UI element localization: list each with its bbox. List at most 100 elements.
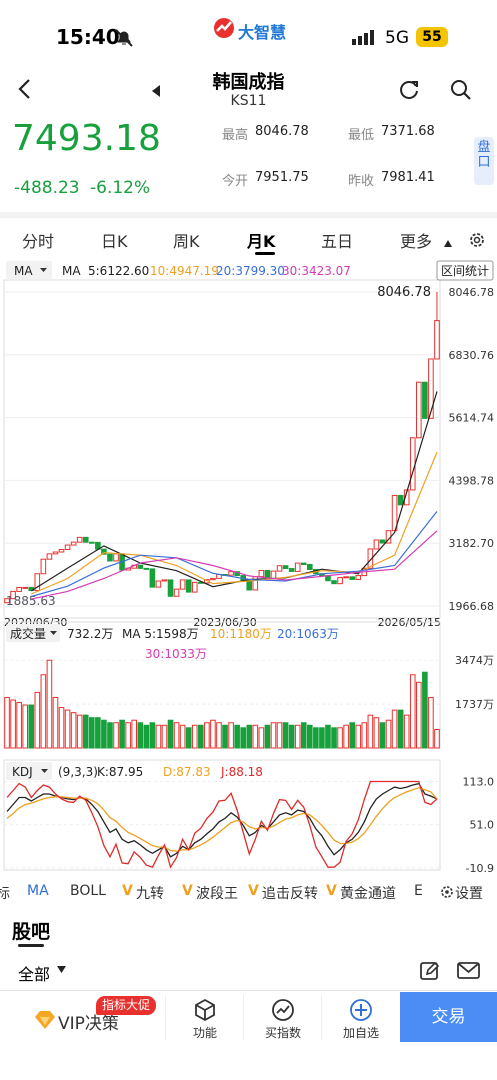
indicator-tab[interactable]: 九转 xyxy=(136,886,164,902)
kline-charts: 1966.68 3182.70 4398.78 5614.74 6830.76 8046.… xyxy=(3,260,495,875)
ma-line xyxy=(31,511,438,598)
function-button[interactable]: 功能 xyxy=(192,1026,217,1040)
candle-body xyxy=(46,553,53,560)
candle-body xyxy=(64,544,71,550)
volume-bar xyxy=(397,709,404,749)
candle-body xyxy=(143,567,150,570)
forum-filter[interactable]: 全部 xyxy=(18,965,51,984)
add-watch-button[interactable]: 加自选 xyxy=(342,1026,379,1040)
volume-bar xyxy=(222,724,228,749)
candle-body xyxy=(40,558,47,575)
divider xyxy=(0,212,497,218)
indicator-tab[interactable]: MA xyxy=(27,883,49,899)
volume-bar xyxy=(331,727,337,749)
candle-body xyxy=(161,579,168,582)
legend-entry: 10:1180万 xyxy=(210,627,272,641)
volume-bar xyxy=(307,724,313,749)
volume-bar xyxy=(28,704,35,749)
volume-bar xyxy=(240,727,246,749)
volume-bar xyxy=(89,717,95,749)
candle-body xyxy=(409,437,416,491)
volume-bar xyxy=(131,719,137,749)
last-price: 7493.18 xyxy=(12,118,161,159)
separator xyxy=(321,995,322,1040)
trade-button[interactable]: 交易 xyxy=(400,992,497,1042)
candle-body xyxy=(276,565,283,572)
indicator-tab[interactable]: E xyxy=(414,883,423,899)
vip-button[interactable]: VIP决策 xyxy=(58,1014,119,1034)
volume-bar xyxy=(319,727,325,749)
volume-bar xyxy=(76,714,83,749)
legend-title: 成交量 xyxy=(10,626,46,641)
message-button[interactable] xyxy=(457,962,481,980)
range-stats-button[interactable] xyxy=(436,260,494,281)
kdj-line xyxy=(6,780,438,869)
stock-name: 韩国成指 xyxy=(212,72,285,93)
price-change-pct: -6.12% xyxy=(90,178,151,198)
back-button[interactable] xyxy=(16,78,34,100)
kdj-line xyxy=(6,782,438,858)
filter-arrow xyxy=(57,966,66,973)
volume-bar xyxy=(185,727,192,749)
indicator-tab[interactable]: 设置 xyxy=(455,886,483,902)
candle-body xyxy=(307,564,313,570)
period-tabs: 分时 日K 周K 月K 五日 更多 xyxy=(0,226,497,255)
candle-body xyxy=(246,579,253,591)
candle-body xyxy=(52,551,59,555)
volume-bar xyxy=(125,722,131,749)
period-tab[interactable]: 日K xyxy=(101,232,128,251)
battery: 55 xyxy=(416,27,448,47)
volume-bar xyxy=(119,719,125,749)
indicator-badge: V xyxy=(122,883,133,899)
y-tick-label: 5614.74 xyxy=(449,412,495,425)
volume-bar xyxy=(258,727,265,749)
buy-index-button[interactable]: 买指数 xyxy=(264,1026,301,1040)
volume-bar xyxy=(64,709,71,749)
post-button[interactable] xyxy=(419,960,441,982)
period-tab[interactable]: 五日 xyxy=(321,232,354,251)
stat-value: 7951.75 xyxy=(255,170,309,185)
volume-bar xyxy=(204,722,210,749)
app-logo: 大智慧 xyxy=(238,23,287,42)
candle-body xyxy=(258,569,265,578)
candle-body xyxy=(422,381,428,419)
period-tab[interactable]: 月K xyxy=(247,232,276,251)
indicator-tab[interactable]: 黄金通道 xyxy=(340,886,396,902)
volume-bar xyxy=(379,722,386,749)
candle-body xyxy=(82,536,89,543)
volume-bar xyxy=(149,722,156,749)
volume-bar xyxy=(403,714,410,749)
volume-bar xyxy=(34,691,41,749)
indicator-tab[interactable]: 标 xyxy=(0,886,10,902)
volume-bar xyxy=(216,722,222,749)
y-tick-label: 1737万 xyxy=(455,698,494,711)
promo-badge: 指标大促 xyxy=(96,996,157,1015)
settings-button[interactable] xyxy=(467,230,487,250)
period-tab[interactable]: 周K xyxy=(173,232,200,251)
vip-icon xyxy=(35,1011,55,1029)
ma-line xyxy=(30,391,438,592)
volume-bar xyxy=(179,724,186,749)
search-button[interactable] xyxy=(449,78,473,102)
volume-bar xyxy=(173,722,180,749)
dropdown-caret xyxy=(41,769,48,773)
y-tick-label: 3474万 xyxy=(455,654,494,667)
side-tab[interactable]: 盘口 xyxy=(474,137,494,185)
volume-bar xyxy=(264,724,271,749)
volume-bar xyxy=(198,724,204,749)
prev-button[interactable] xyxy=(150,84,162,98)
period-tab[interactable]: 分时 xyxy=(22,232,55,251)
indicator-tab[interactable]: BOLL xyxy=(70,883,106,899)
candle-body xyxy=(149,568,156,588)
period-tab[interactable]: 更多 xyxy=(400,232,433,251)
clock: 15:40 xyxy=(56,25,120,49)
candle-body xyxy=(367,548,374,569)
volume-bar xyxy=(288,724,295,749)
legend-box xyxy=(6,261,52,279)
indicator-tab[interactable]: 波段王 xyxy=(196,886,238,902)
legend-entry: 5:6122.60 xyxy=(88,264,149,278)
indicator-tab[interactable]: 追击反转 xyxy=(262,886,318,902)
refresh-button[interactable] xyxy=(397,78,421,102)
ma-line xyxy=(31,530,438,600)
